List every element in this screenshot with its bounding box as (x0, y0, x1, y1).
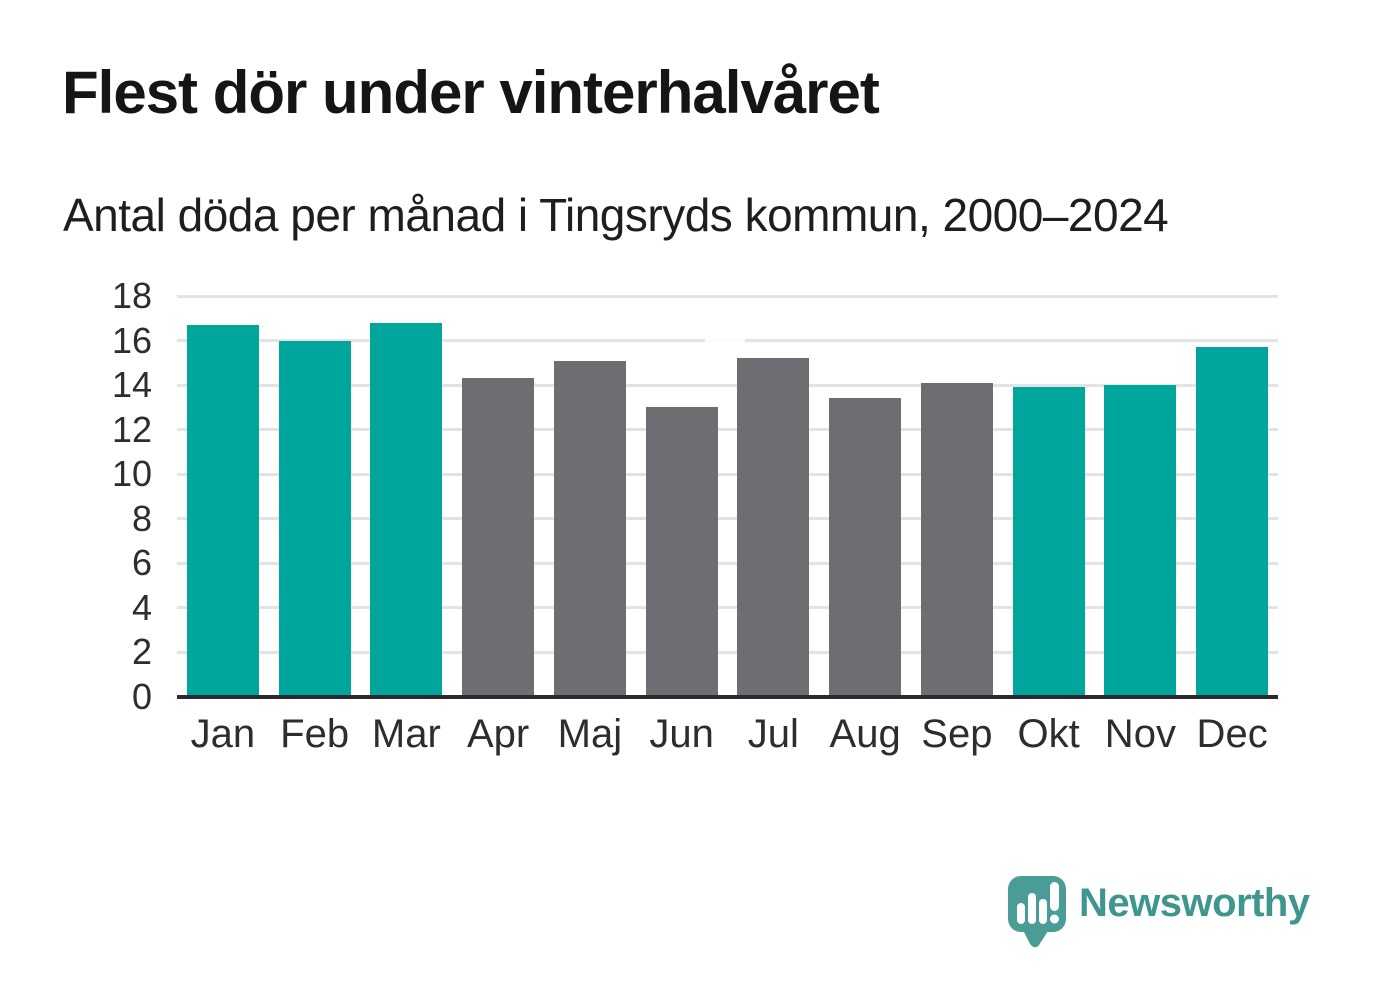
newsworthy-logo-text: Newsworthy (1079, 881, 1310, 925)
x-axis-label-apr: Apr (467, 712, 530, 756)
bar-maj (553, 360, 626, 697)
gridline-y6 (177, 561, 1278, 565)
y-axis-tick-label-10: 10 (111, 453, 152, 495)
gridline-y12 (177, 428, 1278, 432)
gridline-y18 (177, 294, 1278, 298)
bar-feb (278, 340, 351, 697)
x-axis-label-aug: Aug (829, 712, 901, 756)
y-axis-tick-label-2: 2 (131, 631, 152, 673)
page-title: Flest dör under vinterhalvåret (62, 59, 880, 126)
bar-dec (1196, 347, 1269, 697)
gridline-y10 (177, 472, 1278, 476)
y-axis-tick-label-12: 12 (111, 408, 152, 450)
gridline-y8 (177, 517, 1278, 521)
x-axis-label-nov: Nov (1104, 712, 1176, 756)
y-axis-tick-label-4: 4 (131, 586, 152, 628)
gridline-y4 (177, 606, 1278, 610)
gridline-y2 (177, 650, 1278, 654)
y-axis-tick-label-8: 8 (131, 497, 152, 539)
gridline-fade-artifact (705, 336, 745, 346)
newsworthy-logo-icon (1008, 876, 1066, 948)
x-axis-label-mar: Mar (371, 712, 441, 756)
bar-aug (829, 398, 902, 697)
x-axis-label-sep: Sep (921, 712, 993, 756)
y-axis-tick-label-6: 6 (131, 542, 152, 584)
y-axis-tick-label-14: 14 (111, 364, 152, 406)
gridline-y14 (177, 383, 1278, 387)
bar-jan (186, 324, 259, 697)
y-axis-tick-label-16: 16 (111, 319, 152, 361)
bar-apr (462, 378, 535, 697)
x-axis-label-maj: Maj (557, 712, 623, 756)
x-axis-label-okt: Okt (1017, 712, 1080, 756)
bar-jul (737, 358, 810, 697)
bar-okt (1012, 387, 1085, 697)
y-axis-tick-label-0: 0 (131, 676, 152, 717)
x-axis-line (177, 695, 1278, 699)
bar-mar (370, 322, 443, 697)
bar-nov (1104, 385, 1177, 697)
x-axis-label-jul: Jul (747, 712, 799, 756)
newsworthy-logo: Newsworthy (1008, 876, 1310, 950)
page-subtitle: Antal döda per månad i Tingsryds kommun,… (63, 189, 1169, 241)
bar-sep (920, 382, 993, 697)
y-axis-tick-label-18: 18 (111, 275, 152, 316)
x-axis-label-jan: Jan (190, 712, 256, 756)
x-axis-label-jun: Jun (649, 712, 714, 756)
x-axis-label-feb: Feb (280, 712, 350, 756)
x-axis-label-dec: Dec (1196, 712, 1268, 756)
bar-jun (645, 407, 718, 697)
